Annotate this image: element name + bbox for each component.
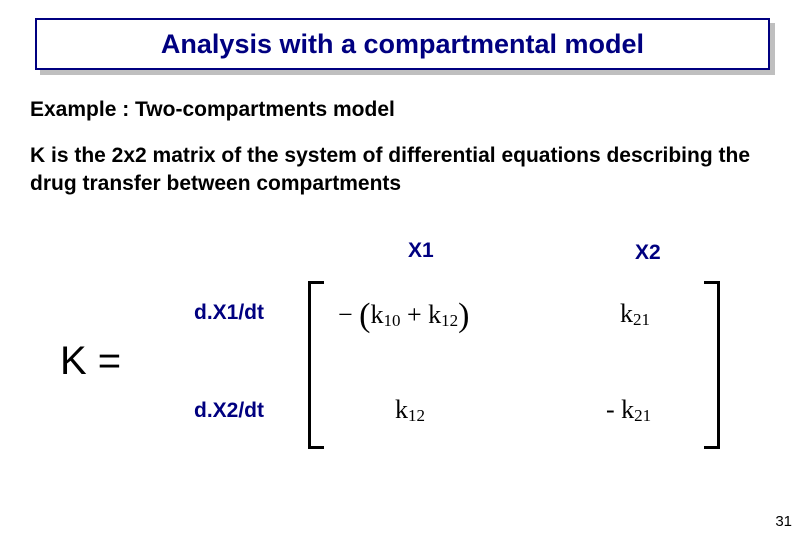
title-container: Analysis with a compartmental model (35, 18, 775, 76)
slide-title: Analysis with a compartmental model (161, 29, 644, 60)
matrix-cell-22: - k21 (606, 395, 651, 426)
title-box: Analysis with a compartmental model (35, 18, 770, 70)
k12-k: k (395, 395, 408, 424)
k21-k: k (620, 299, 633, 328)
close-paren: ) (458, 297, 469, 334)
matrix-bracket-right (704, 281, 720, 449)
open-paren: ( (359, 297, 370, 334)
example-subtitle: Example : Two-compartments model (30, 98, 780, 122)
column-header-x1: X1 (408, 239, 434, 263)
description-text: K is the 2x2 matrix of the system of dif… (30, 142, 780, 199)
matrix-cell-12: k21 (620, 299, 650, 330)
matrix-cell-21: k12 (395, 395, 425, 426)
plus-sign: + (401, 300, 429, 329)
k12-sub: 12 (441, 311, 458, 330)
matrix-cell-11: − (k10 + k12) (338, 297, 470, 335)
matrix-area: X1 X2 K = d.X1/dt d.X2/dt − (k10 + k12) … (30, 239, 790, 479)
slide-page: Analysis with a compartmental model Exam… (0, 0, 810, 540)
k21-sub: 21 (633, 310, 650, 329)
k10-sub: 10 (384, 311, 401, 330)
row-label-dx1dt: d.X1/dt (194, 301, 264, 325)
neg-sign: - (606, 395, 621, 424)
k12-sub: 12 (408, 406, 425, 425)
column-header-x2: X2 (635, 241, 661, 265)
row-label-dx2dt: d.X2/dt (194, 399, 264, 423)
k-equals-label: K = (60, 339, 121, 384)
matrix-bracket-left (308, 281, 324, 449)
k10-k: k (371, 300, 384, 329)
k21-sub: 21 (634, 406, 651, 425)
page-number: 31 (775, 513, 792, 530)
k12-k: k (428, 300, 441, 329)
k21-k: k (621, 395, 634, 424)
minus-sign: − (338, 300, 359, 329)
